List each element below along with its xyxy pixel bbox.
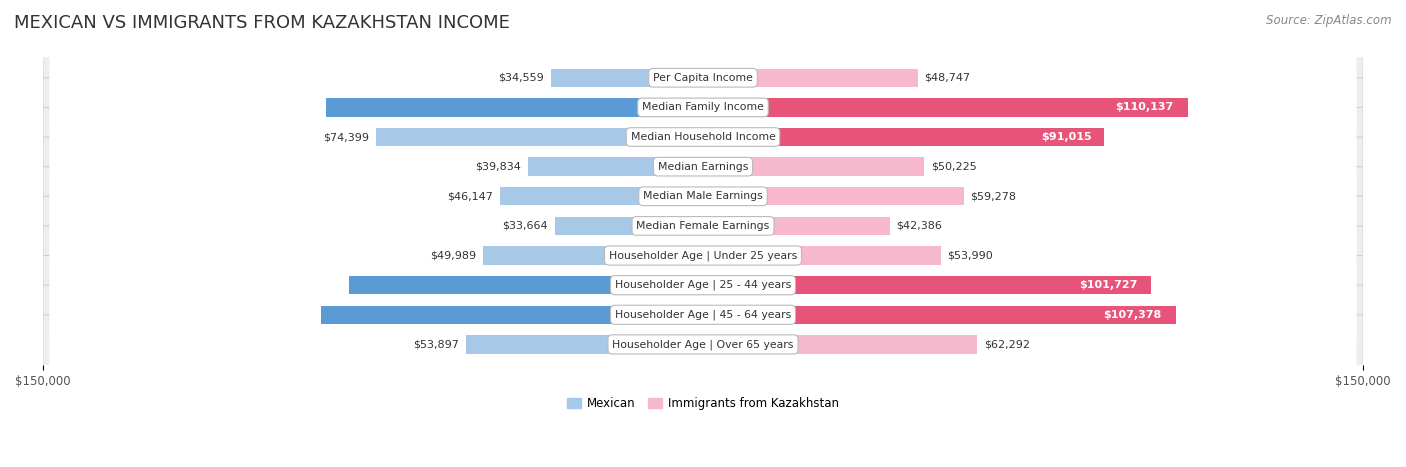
Text: $85,618: $85,618 <box>692 102 742 113</box>
Text: Householder Age | Under 25 years: Householder Age | Under 25 years <box>609 250 797 261</box>
FancyBboxPatch shape <box>42 78 1364 137</box>
Text: Median Household Income: Median Household Income <box>630 132 776 142</box>
Text: Per Capita Income: Per Capita Income <box>652 73 754 83</box>
Bar <box>501 187 703 205</box>
Text: $110,137: $110,137 <box>1115 102 1173 113</box>
FancyBboxPatch shape <box>42 255 1364 315</box>
Text: $48,747: $48,747 <box>924 73 970 83</box>
Bar <box>375 128 703 146</box>
Bar <box>555 217 703 235</box>
FancyBboxPatch shape <box>49 292 1357 338</box>
Text: $49,989: $49,989 <box>430 250 477 261</box>
Bar <box>703 217 890 235</box>
FancyBboxPatch shape <box>42 196 1364 255</box>
Text: $91,015: $91,015 <box>1040 132 1091 142</box>
Text: $53,990: $53,990 <box>948 250 993 261</box>
Text: Median Family Income: Median Family Income <box>643 102 763 113</box>
Bar <box>703 187 965 205</box>
Text: $33,664: $33,664 <box>502 221 548 231</box>
FancyBboxPatch shape <box>49 55 1357 100</box>
FancyBboxPatch shape <box>42 167 1364 226</box>
Text: Householder Age | Over 65 years: Householder Age | Over 65 years <box>612 339 794 350</box>
Bar <box>703 128 1104 146</box>
Bar <box>703 69 918 87</box>
Text: $46,147: $46,147 <box>447 191 494 201</box>
Bar <box>465 335 703 354</box>
Bar <box>551 69 703 87</box>
Text: Median Earnings: Median Earnings <box>658 162 748 172</box>
Text: MEXICAN VS IMMIGRANTS FROM KAZAKHSTAN INCOME: MEXICAN VS IMMIGRANTS FROM KAZAKHSTAN IN… <box>14 14 510 32</box>
FancyBboxPatch shape <box>42 137 1364 196</box>
Text: $50,225: $50,225 <box>931 162 976 172</box>
Bar <box>703 305 1175 324</box>
FancyBboxPatch shape <box>49 233 1357 278</box>
Text: $107,378: $107,378 <box>1104 310 1161 320</box>
Text: $34,559: $34,559 <box>499 73 544 83</box>
Bar <box>326 98 703 117</box>
Text: $62,292: $62,292 <box>984 340 1029 349</box>
Bar <box>703 157 924 176</box>
Bar <box>527 157 703 176</box>
Bar <box>703 276 1150 294</box>
Text: $39,834: $39,834 <box>475 162 522 172</box>
Legend: Mexican, Immigrants from Kazakhstan: Mexican, Immigrants from Kazakhstan <box>562 392 844 415</box>
FancyBboxPatch shape <box>49 144 1357 190</box>
Bar <box>703 247 941 265</box>
FancyBboxPatch shape <box>42 226 1364 285</box>
Text: $74,399: $74,399 <box>323 132 368 142</box>
FancyBboxPatch shape <box>49 322 1357 367</box>
FancyBboxPatch shape <box>49 262 1357 308</box>
FancyBboxPatch shape <box>42 48 1364 107</box>
Text: Median Male Earnings: Median Male Earnings <box>643 191 763 201</box>
FancyBboxPatch shape <box>49 173 1357 219</box>
Bar <box>703 98 1188 117</box>
Bar <box>703 335 977 354</box>
Text: $42,386: $42,386 <box>896 221 942 231</box>
Text: Source: ZipAtlas.com: Source: ZipAtlas.com <box>1267 14 1392 27</box>
FancyBboxPatch shape <box>49 203 1357 249</box>
Text: Householder Age | 45 - 64 years: Householder Age | 45 - 64 years <box>614 310 792 320</box>
Text: $86,816: $86,816 <box>692 310 742 320</box>
Bar <box>349 276 703 294</box>
Text: $80,427: $80,427 <box>692 280 744 290</box>
Text: Median Female Earnings: Median Female Earnings <box>637 221 769 231</box>
Text: Householder Age | 25 - 44 years: Householder Age | 25 - 44 years <box>614 280 792 290</box>
Text: $101,727: $101,727 <box>1078 280 1137 290</box>
FancyBboxPatch shape <box>42 285 1364 345</box>
Bar <box>484 247 703 265</box>
Bar <box>321 305 703 324</box>
Text: $53,897: $53,897 <box>413 340 460 349</box>
FancyBboxPatch shape <box>42 107 1364 167</box>
FancyBboxPatch shape <box>42 315 1364 374</box>
FancyBboxPatch shape <box>49 114 1357 160</box>
Text: $59,278: $59,278 <box>970 191 1017 201</box>
FancyBboxPatch shape <box>49 85 1357 130</box>
